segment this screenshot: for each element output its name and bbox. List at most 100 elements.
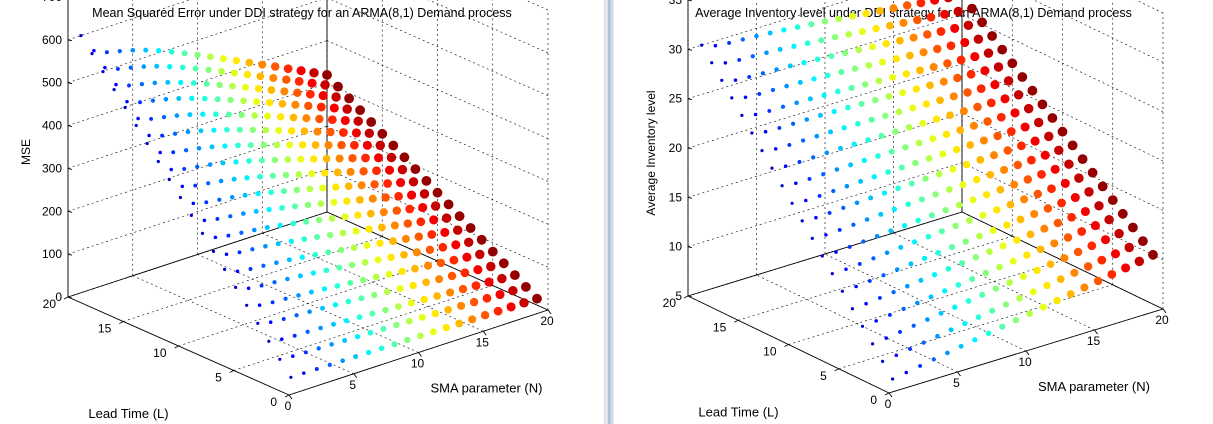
data-point xyxy=(894,267,900,272)
data-point xyxy=(1012,317,1020,324)
data-point xyxy=(423,261,433,270)
data-point xyxy=(1066,290,1075,298)
z-tick-mark xyxy=(687,48,693,51)
data-point xyxy=(343,318,350,324)
data-point xyxy=(970,52,980,62)
data-point xyxy=(311,141,320,149)
data-point xyxy=(178,195,182,200)
data-point xyxy=(117,48,122,54)
data-point xyxy=(807,176,812,181)
y-tick-mark xyxy=(229,370,234,373)
data-point xyxy=(265,99,274,107)
data-point xyxy=(167,177,171,182)
data-point xyxy=(224,252,229,257)
data-point xyxy=(382,306,389,314)
data-point xyxy=(894,353,899,358)
mse-chart-panel: Mean Squared Error under DDI strategy fo… xyxy=(0,0,604,424)
data-point xyxy=(476,234,487,245)
data-point xyxy=(1056,275,1065,283)
data-point xyxy=(313,127,322,136)
side-wall-grid-line xyxy=(326,40,549,139)
data-point xyxy=(1000,94,1010,104)
data-point xyxy=(983,117,992,126)
data-point xyxy=(218,178,224,184)
data-point xyxy=(372,273,380,281)
data-point xyxy=(868,43,877,51)
data-point xyxy=(185,129,191,135)
data-point xyxy=(932,115,941,123)
z-tick-label: 700 xyxy=(42,0,62,4)
y-tick-label: 20 xyxy=(663,296,677,310)
data-point xyxy=(435,275,444,284)
back-wall-grid-line xyxy=(67,83,328,169)
z-tick-label: 500 xyxy=(42,76,62,90)
data-point xyxy=(486,261,496,272)
data-point xyxy=(230,69,238,77)
data-point xyxy=(217,197,222,202)
data-point xyxy=(1138,236,1148,247)
y-tick-mark xyxy=(834,368,839,372)
data-point xyxy=(979,136,988,145)
data-point xyxy=(168,48,175,55)
data-point xyxy=(468,315,477,324)
data-point xyxy=(851,65,859,72)
data-point xyxy=(351,128,361,138)
data-point xyxy=(264,225,270,230)
data-point xyxy=(290,220,297,227)
y-tick-label: 0 xyxy=(870,393,877,407)
data-point xyxy=(260,141,267,149)
data-point xyxy=(827,210,832,215)
data-point xyxy=(899,18,908,27)
data-point xyxy=(136,116,140,121)
data-point xyxy=(926,12,936,22)
data-point xyxy=(455,319,464,328)
data-point xyxy=(918,277,924,283)
data-point xyxy=(830,272,834,276)
data-point xyxy=(431,309,439,318)
data-point xyxy=(342,104,352,114)
data-point xyxy=(1000,165,1009,174)
data-point xyxy=(804,117,810,122)
data-point xyxy=(845,104,851,111)
data-point xyxy=(872,96,879,104)
z-tick-label: 20 xyxy=(669,141,683,155)
data-point xyxy=(296,66,306,76)
data-point xyxy=(362,140,372,150)
data-point xyxy=(784,83,789,89)
data-point xyxy=(1104,214,1114,225)
data-point xyxy=(103,65,107,70)
z-tick-mark xyxy=(687,98,693,101)
z-tick-mark xyxy=(67,210,73,213)
data-point xyxy=(346,167,355,176)
data-point xyxy=(361,153,370,163)
data-point xyxy=(341,213,349,221)
data-point xyxy=(935,333,940,339)
data-point xyxy=(875,6,884,15)
data-point xyxy=(881,359,885,363)
data-point xyxy=(862,9,870,18)
data-point xyxy=(169,167,173,172)
side-wall-grid-line xyxy=(326,83,549,182)
x-tick-label: 5 xyxy=(953,376,960,390)
data-point xyxy=(948,327,954,333)
data-point xyxy=(446,288,455,297)
data-point xyxy=(231,176,237,182)
data-point xyxy=(848,84,855,91)
floor-back-edge xyxy=(67,211,328,298)
data-point xyxy=(959,107,968,116)
data-point xyxy=(767,108,772,113)
data-point xyxy=(760,149,764,153)
data-point xyxy=(1117,208,1128,219)
data-point xyxy=(1003,221,1011,229)
data-point xyxy=(238,111,245,119)
data-point xyxy=(104,50,109,55)
data-point xyxy=(808,21,815,28)
data-point xyxy=(289,113,298,122)
z-tick-label: 0 xyxy=(55,290,62,304)
window-divider[interactable] xyxy=(604,0,614,424)
data-point xyxy=(350,244,358,252)
data-point xyxy=(1060,254,1069,263)
data-point xyxy=(440,227,450,237)
